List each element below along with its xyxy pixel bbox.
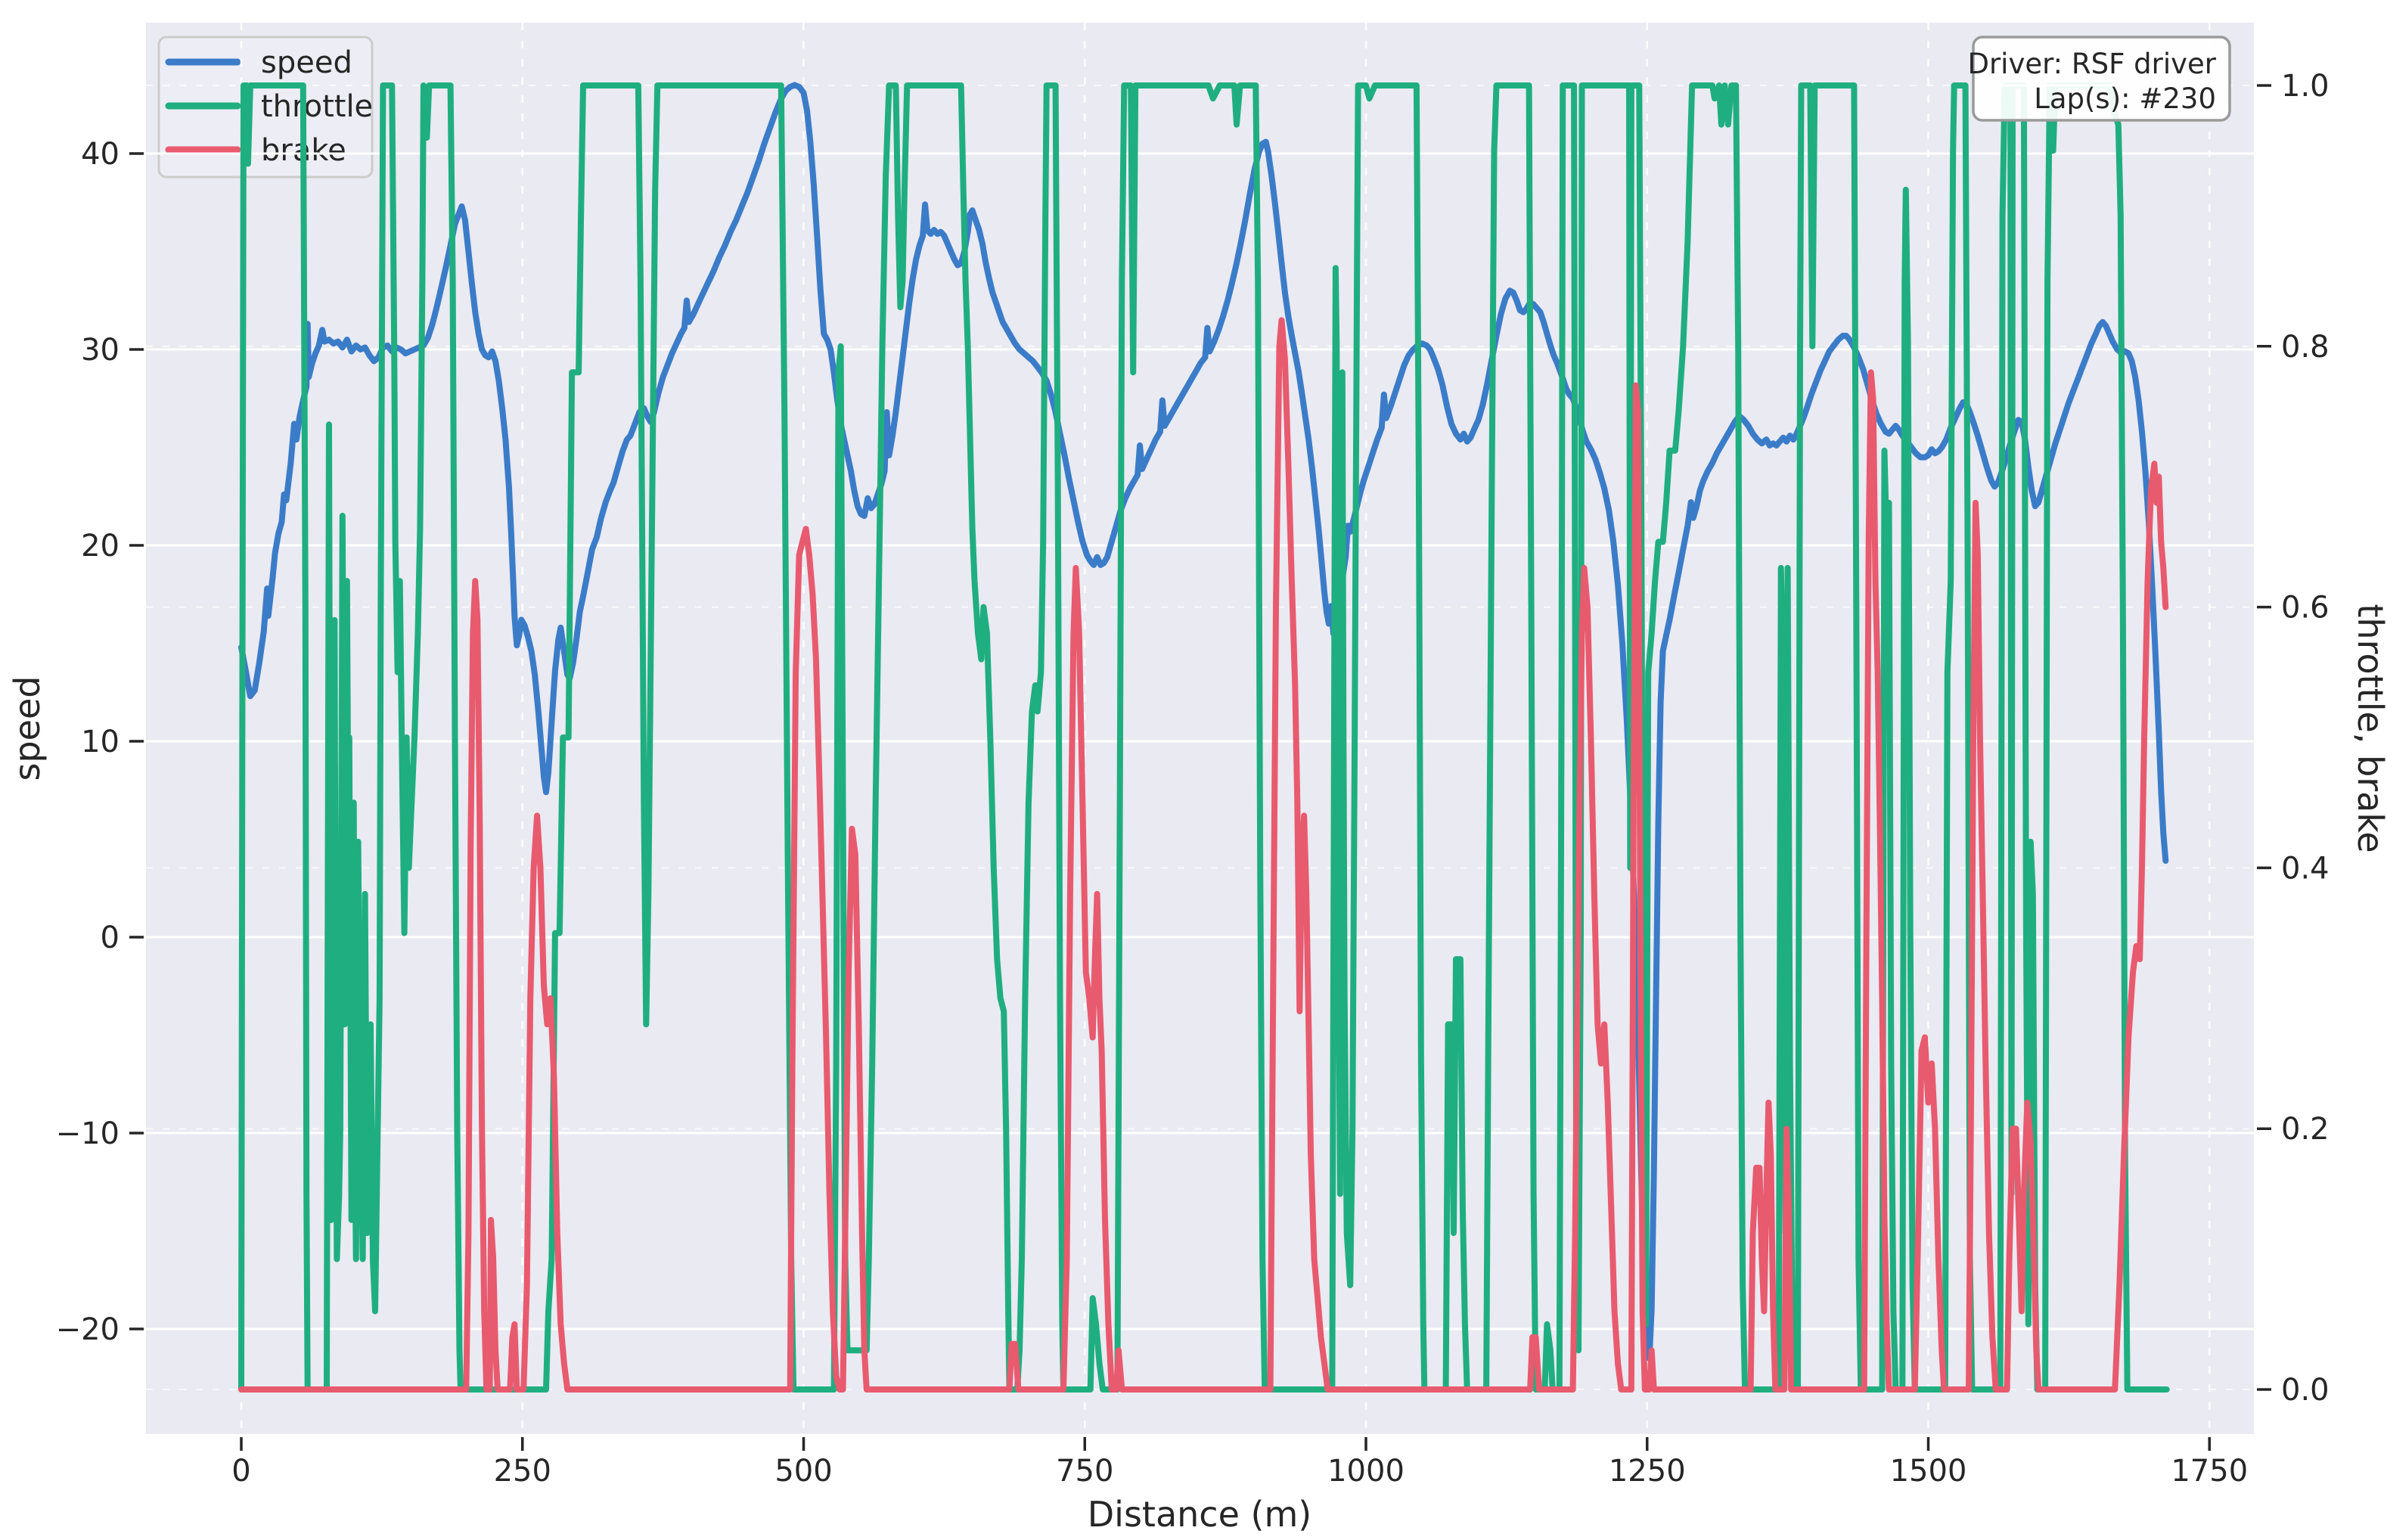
x-tick-label: 750 <box>1056 1454 1113 1489</box>
x-axis-label: Distance (m) <box>1088 1494 1311 1535</box>
legend: speed throttle brake <box>157 36 374 179</box>
y-left-tick-label: 10 <box>81 725 120 759</box>
x-tick-label: 1500 <box>1890 1454 1967 1489</box>
x-tick-label: 0 <box>231 1454 250 1489</box>
x-tick-label: 1750 <box>2171 1454 2248 1489</box>
throttle-line <box>238 82 2170 1393</box>
driver-lap-annotation: Driver: RSF driver Lap(s): #230 <box>1967 36 2231 122</box>
axis-ticks: 40 30 20 10 0 −10 −20 1.0 0.8 0.6 0.4 0.2 0.0 0 250 500… <box>56 69 2330 1489</box>
brake-line <box>238 317 2169 1393</box>
data-series <box>238 82 2170 1393</box>
y-right-tick-label: 1.0 <box>2281 69 2330 104</box>
x-tick-label: 1250 <box>1609 1454 1686 1489</box>
y-left-tick-label: 30 <box>81 333 120 368</box>
y-right-tick-label: 0.2 <box>2281 1112 2330 1147</box>
y-left-tick-label: −10 <box>56 1116 120 1151</box>
y-left-axis-label: speed <box>7 676 48 781</box>
legend-label-speed: speed <box>261 45 352 80</box>
x-tick-label: 1000 <box>1327 1454 1405 1489</box>
x-tick-label: 500 <box>774 1454 832 1489</box>
y-right-tick-label: 0.6 <box>2281 591 2330 626</box>
legend-label-throttle: throttle <box>261 89 373 124</box>
y-right-tick-label: 0.0 <box>2281 1373 2330 1408</box>
y-left-tick-label: 20 <box>81 529 120 564</box>
x-tick-label: 250 <box>494 1454 551 1489</box>
legend-box <box>157 36 374 179</box>
annotation-driver: Driver: RSF driver <box>1967 48 2216 80</box>
y-left-tick-label: 40 <box>81 137 120 172</box>
speed-line <box>238 82 2169 1361</box>
y-right-axis-label: throttle, brake <box>2350 604 2387 852</box>
y-left-tick-label: 0 <box>101 921 120 955</box>
annotation-lap: Lap(s): #230 <box>2034 82 2216 115</box>
annotation-box <box>1972 36 2231 122</box>
y-left-tick-label: −20 <box>56 1312 120 1347</box>
y-right-tick-label: 0.4 <box>2281 851 2330 886</box>
y-right-tick-label: 0.8 <box>2281 330 2330 365</box>
